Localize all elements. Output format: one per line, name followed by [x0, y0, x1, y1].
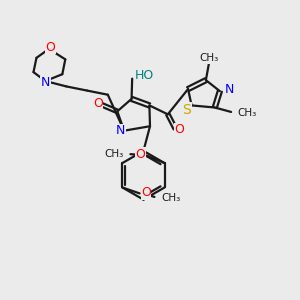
Text: O: O [175, 123, 184, 136]
Text: S: S [182, 103, 191, 117]
Text: O: O [141, 186, 151, 199]
Text: CH₃: CH₃ [238, 108, 257, 118]
Text: HO: HO [135, 69, 154, 82]
Text: O: O [46, 41, 56, 54]
Text: N: N [225, 83, 234, 96]
Text: O: O [135, 148, 145, 161]
Text: N: N [41, 76, 50, 89]
Text: CH₃: CH₃ [200, 53, 219, 64]
Text: CH₃: CH₃ [105, 149, 124, 159]
Text: O: O [93, 98, 103, 110]
Text: N: N [116, 124, 125, 137]
Text: CH₃: CH₃ [161, 193, 180, 203]
